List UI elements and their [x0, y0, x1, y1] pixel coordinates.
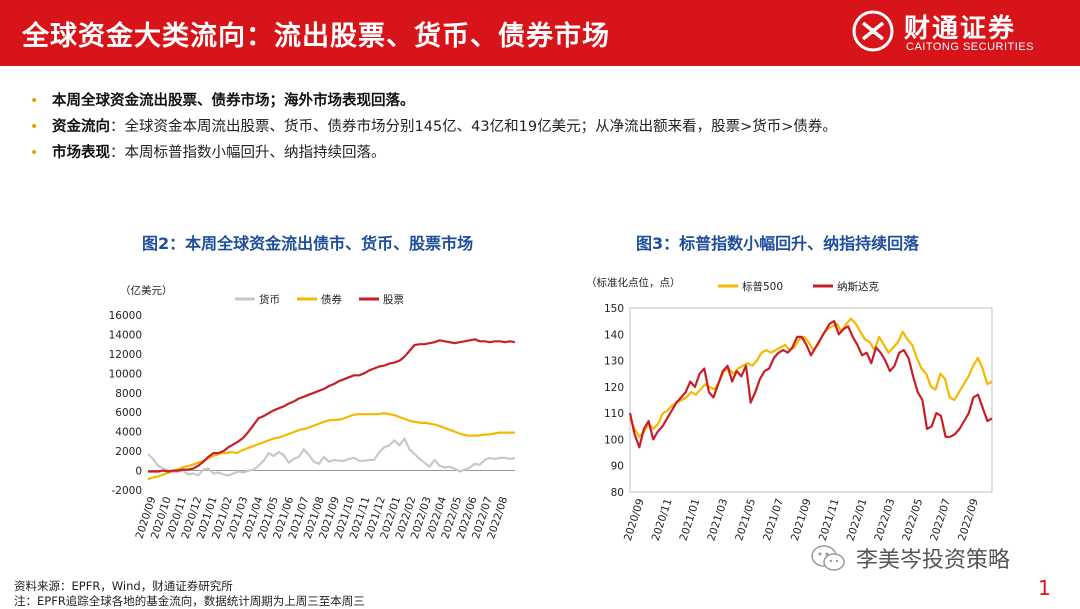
caitong-logo-icon — [852, 10, 894, 52]
y-tick-label: 140 — [604, 329, 624, 341]
bullet-bold: 资金流向 — [52, 119, 110, 135]
data-note: 注：EPFR追踪全球各地的基金流向，数据统计周期为上周三至本周三 — [14, 594, 365, 608]
series-line-1 — [628, 319, 993, 449]
y-tick-label: 10000 — [109, 368, 142, 380]
watermark-text: 李美岑投资策略 — [856, 548, 1011, 573]
y-tick-label: 130 — [604, 356, 624, 368]
y-tick-label: 2000 — [115, 446, 142, 458]
series-line-2 — [148, 338, 516, 473]
bullet-item: • 资金流向：全球资金本周流出股票、货币、债券市场分别145亿、43亿和19亿美… — [30, 114, 1060, 140]
x-tick-label: 2022/07 — [928, 497, 953, 542]
x-tick-label: 2020/11 — [650, 497, 675, 542]
x-tick-label: 2021/05 — [733, 497, 758, 542]
brand-logo: 财通证券 CAITONG SECURITIES — [852, 8, 1062, 58]
index-chart-title: 图3：标普指数小幅回升、纳指持续回落 — [636, 234, 920, 253]
y-tick-label: 0 — [135, 466, 142, 478]
legend-label-0: 标普500 — [742, 280, 783, 293]
bullet-bold: 市场表现 — [52, 145, 110, 161]
y-tick-label: 110 — [604, 408, 624, 420]
x-tick-label: 2021/07 — [761, 497, 786, 542]
source-note: 资料来源：EPFR，Wind，财通证券研究所 — [14, 579, 233, 593]
x-tick-label: 2021/01 — [678, 497, 703, 542]
bullet-dot-icon: • — [30, 119, 39, 135]
y-tick-label: 4000 — [115, 427, 142, 439]
x-tick-label: 2022/09 — [956, 497, 981, 542]
bullet-text: ：本周标普指数小幅回升、纳指持续回落。 — [110, 145, 386, 161]
legend-label-0: 货币 — [259, 293, 280, 306]
index-chart: （标准化点位，点） 标普500 纳斯达克 80 90 100 110 120 130 140 150… — [586, 276, 993, 542]
x-tick-label: 2020/09 — [622, 497, 647, 542]
brand-name-cn: 财通证券 — [904, 14, 1017, 44]
y-tick-label: 150 — [604, 303, 624, 315]
y-tick-label: -2000 — [111, 485, 142, 497]
y-tick-label: 14000 — [109, 329, 142, 341]
legend-label-2: 股票 — [383, 294, 404, 306]
y-tick-label: 16000 — [109, 310, 142, 322]
legend-label-1: 纳斯达克 — [837, 280, 879, 293]
x-tick-label: 2021/09 — [789, 497, 814, 542]
x-tick-label: 2022/03 — [872, 497, 897, 542]
y-tick-label: 120 — [604, 382, 624, 394]
y-tick-label: 80 — [611, 487, 624, 499]
series-line-1 — [147, 412, 515, 481]
y-unit-label: （亿美元） — [120, 284, 173, 297]
y-tick-label: 12000 — [109, 349, 142, 361]
page-title: 全球资金大类流向：流出股票、货币、债券市场 — [22, 21, 610, 52]
fund-flow-chart-title: 图2：本周全球资金流出债市、货币、股票市场 — [142, 234, 474, 253]
y-tick-label: 100 — [604, 434, 624, 446]
bullet-item: • 市场表现：本周标普指数小幅回升、纳指持续回落。 — [30, 140, 1060, 166]
x-tick-label: 2021/03 — [705, 497, 730, 542]
y-tick-label: 90 — [611, 461, 624, 473]
fund-flow-chart: （亿美元） 货币 债券 股票 -2000 0 2000 4000 6000 8000 10000 12… — [109, 284, 516, 540]
y-unit-label: （标准化点位，点） — [586, 276, 681, 289]
bullet-text: ：全球资金本周流出股票、货币、债券市场分别145亿、43亿和19亿美元；从净流出… — [110, 119, 837, 135]
x-tick-label: 2022/01 — [845, 497, 870, 542]
bullet-dot-icon: • — [30, 93, 39, 109]
brand-name-en: CAITONG SECURITIES — [906, 41, 1034, 53]
summary-bullets: • 本周全球资金流出股票、债券市场；海外市场表现回落。 • 资金流向：全球资金本… — [30, 88, 1060, 166]
plot-frame — [629, 307, 993, 493]
page-number: 1 — [1038, 576, 1051, 600]
y-tick-label: 8000 — [115, 388, 142, 400]
series-line-0 — [628, 317, 993, 438]
x-tick-label: 2022/05 — [900, 497, 925, 542]
x-tick-label: 2021/11 — [817, 497, 842, 542]
wechat-icon — [811, 545, 845, 571]
header-bar: 全球资金大类流向：流出股票、货币、债券市场 财通证券 CAITONG SECUR… — [0, 0, 1080, 66]
y-tick-label: 6000 — [115, 407, 142, 419]
legend-label-1: 债券 — [321, 293, 342, 306]
bullet-bold: 本周全球资金流出股票、债券市场；海外市场表现回落。 — [52, 93, 415, 109]
bullet-dot-icon: • — [30, 145, 39, 161]
bullet-item: • 本周全球资金流出股票、债券市场；海外市场表现回落。 — [30, 88, 1060, 114]
series-line-0 — [147, 437, 516, 477]
